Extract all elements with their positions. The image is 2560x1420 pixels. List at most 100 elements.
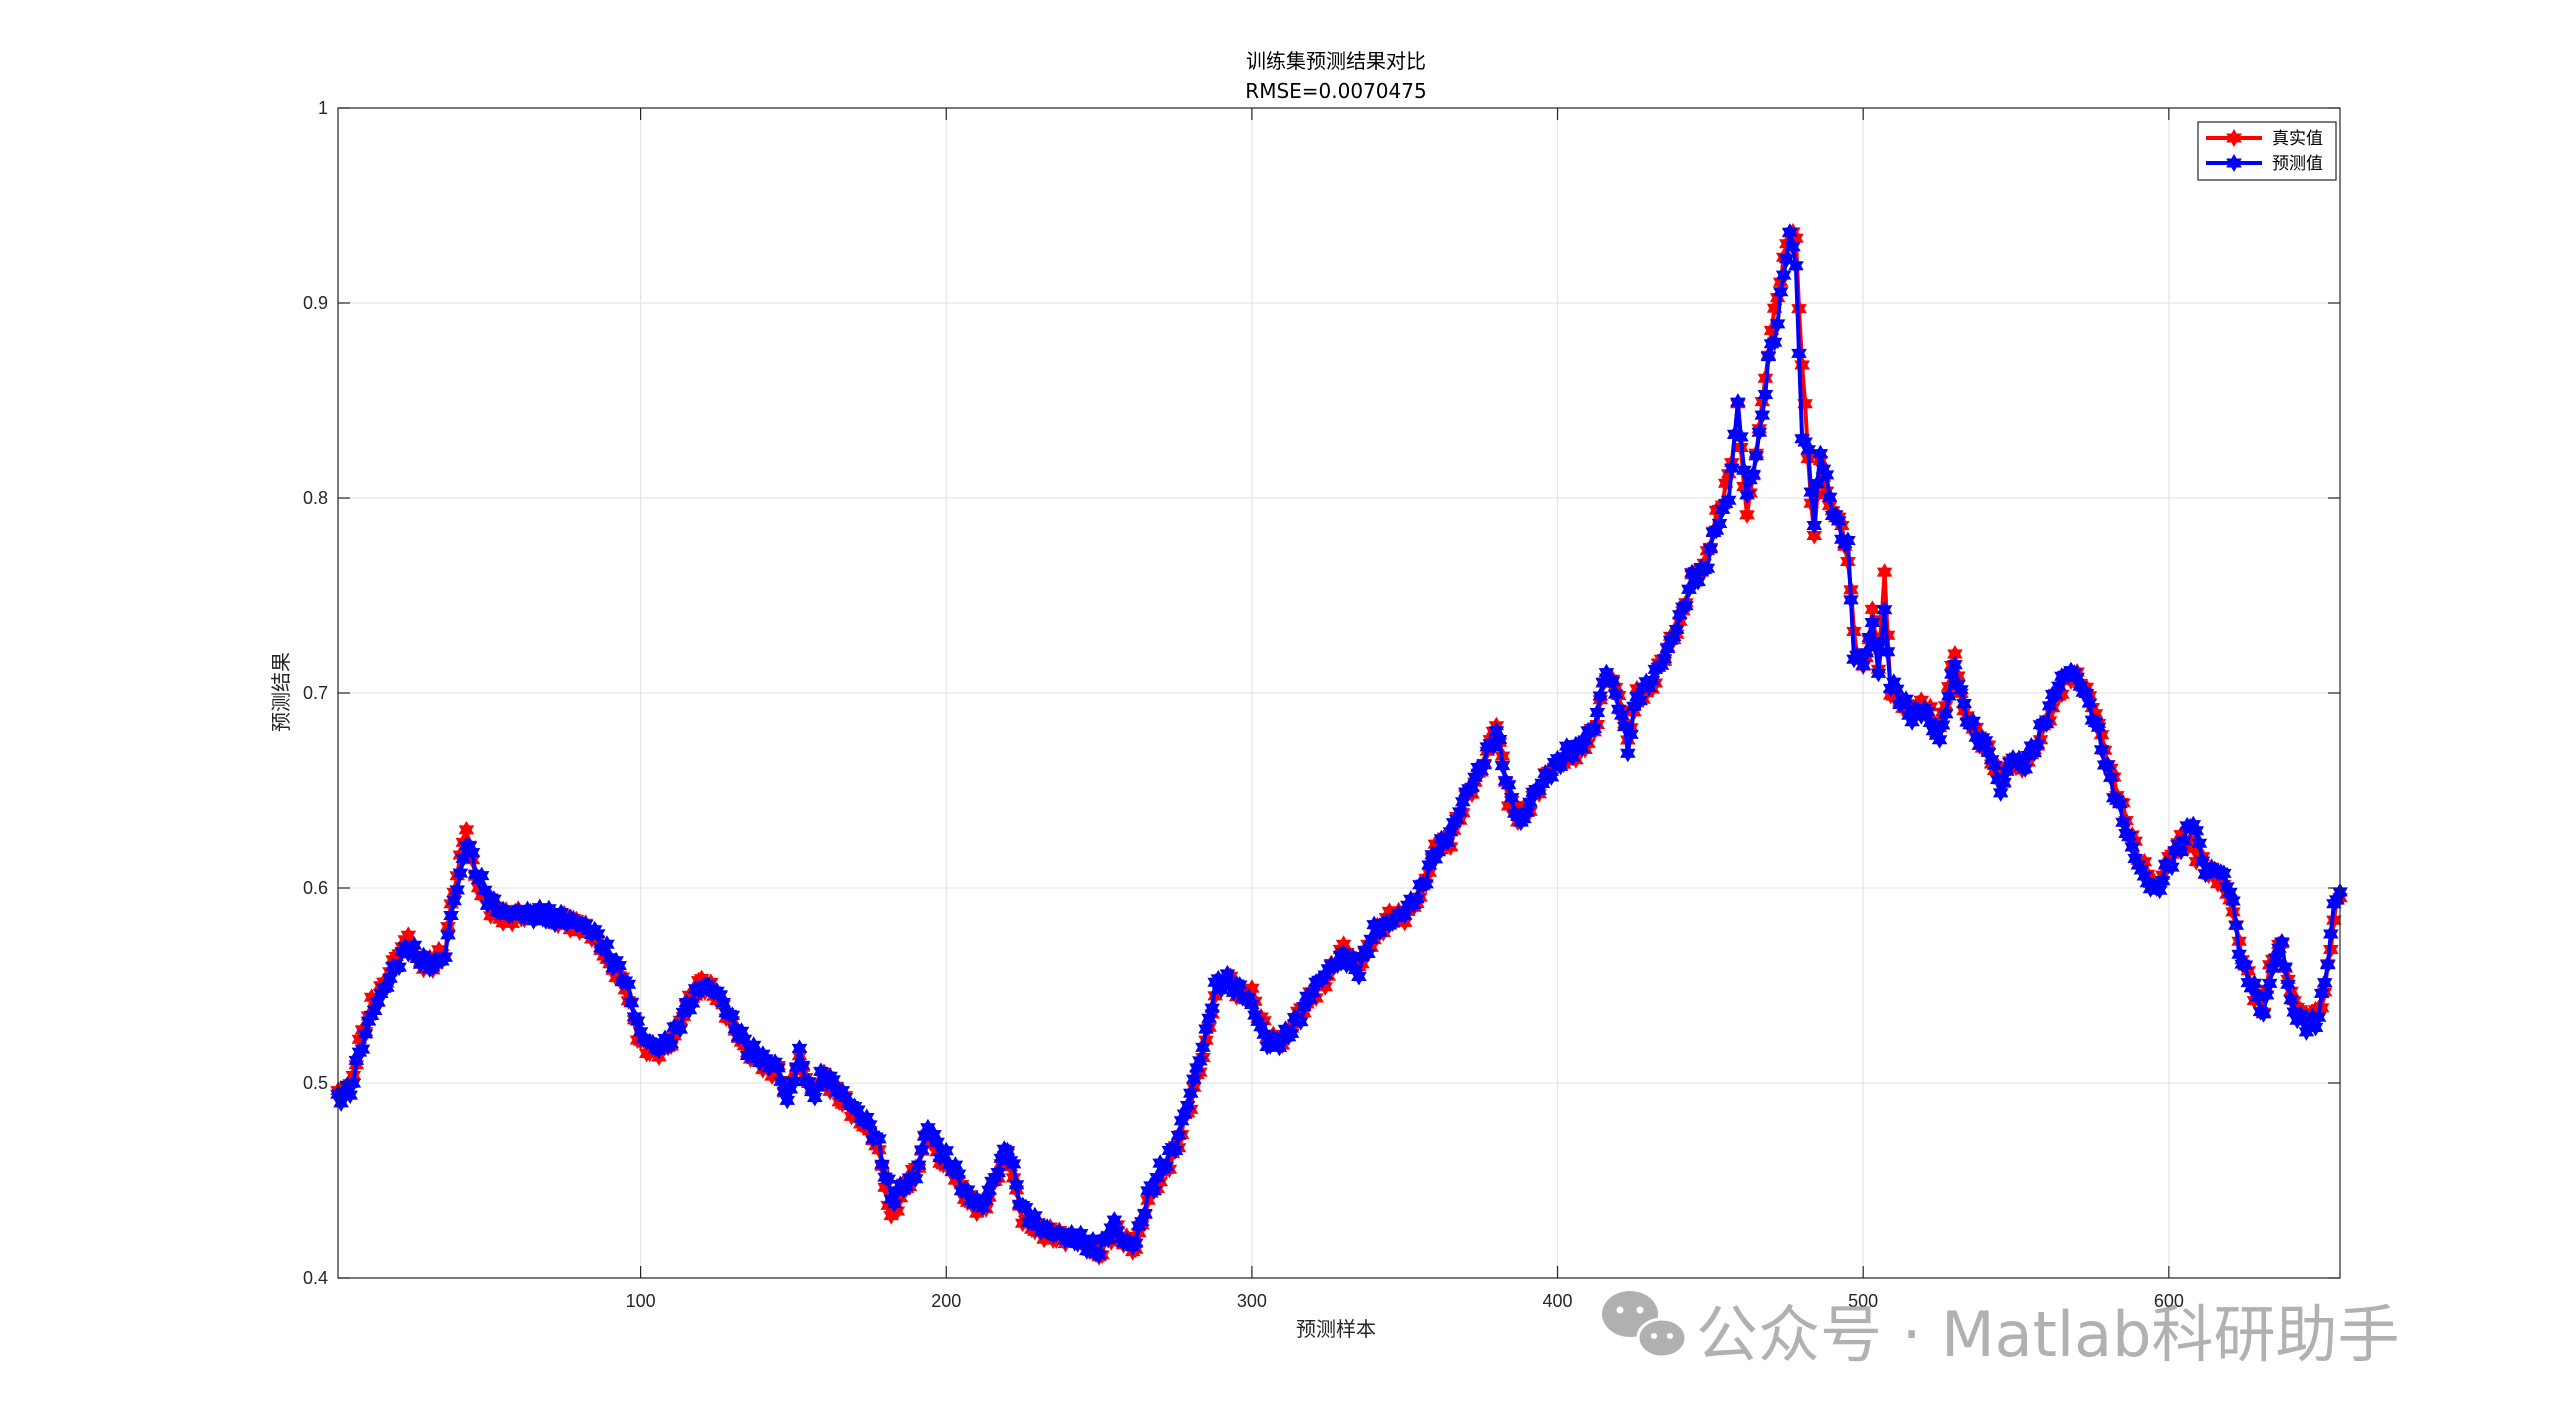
data-point <box>1953 680 1969 699</box>
data-point <box>1430 842 1447 861</box>
x-tick-label: 500 <box>1848 1291 1878 1311</box>
data-point <box>880 1170 896 1189</box>
data-point <box>2310 1008 2327 1027</box>
data-point <box>1543 767 1560 786</box>
data-point <box>2225 892 2241 910</box>
y-tick-label: 1 <box>318 98 328 118</box>
data-point <box>770 1058 786 1077</box>
data-point <box>1195 1038 1211 1057</box>
watermark-text: 公众号 · Matlab科研助手 <box>1696 1298 2400 1371</box>
data-point <box>2017 759 2033 778</box>
x-tick-label: 300 <box>1237 1291 1267 1311</box>
data-point <box>1821 488 1838 507</box>
data-point <box>1418 874 1434 893</box>
data-point <box>724 1006 741 1025</box>
data-point <box>1491 730 1508 749</box>
data-point <box>2237 956 2253 974</box>
data-point <box>907 1169 924 1188</box>
data-point <box>1620 744 1636 763</box>
data-point <box>1231 976 1248 994</box>
data-point <box>406 936 423 955</box>
data-point <box>443 906 459 925</box>
data-point <box>1091 1245 1107 1264</box>
data-point <box>2274 933 2290 951</box>
data-point <box>794 1056 811 1075</box>
data-point <box>1720 491 1737 510</box>
data-point <box>1192 1051 1208 1070</box>
data-point <box>1889 680 1905 699</box>
data-point <box>345 1074 362 1093</box>
data-point <box>2228 916 2244 935</box>
data-point <box>1864 613 1881 632</box>
series-markers <box>330 223 2348 1264</box>
data-point <box>1879 642 1896 661</box>
legend-star <box>2226 129 2242 147</box>
data-point <box>1876 600 1893 619</box>
data-point <box>1757 385 1774 404</box>
data-point <box>1170 1126 1187 1145</box>
data-point <box>2261 974 2278 993</box>
data-point <box>1179 1096 1196 1115</box>
data-point <box>825 1070 841 1089</box>
data-point <box>1782 223 1798 242</box>
data-point <box>684 994 701 1012</box>
data-point <box>862 1115 878 1134</box>
data-point <box>1931 730 1948 749</box>
data-point <box>2320 955 2336 974</box>
wechat-icon <box>1602 1291 1688 1359</box>
data-point <box>663 1034 679 1053</box>
data-point <box>623 993 640 1012</box>
legend-label-pred: 预测值 <box>2272 154 2323 174</box>
data-point <box>2103 768 2119 787</box>
legend-marker-pred <box>2226 154 2242 172</box>
ticks: 100 200 300 400 500 600 0.4 0.5 0.6 0.7 0.8 0.9 1 <box>303 98 2340 1311</box>
data-point <box>452 864 469 883</box>
data-point <box>2283 990 2299 1009</box>
data-point <box>1409 889 1425 908</box>
data-point <box>2099 756 2116 774</box>
data-point <box>1751 423 1768 442</box>
data-point <box>871 1129 887 1148</box>
data-point <box>458 820 475 839</box>
data-point <box>1592 687 1609 705</box>
data-point <box>1754 406 1771 425</box>
data-point <box>1965 712 1981 731</box>
legend-box <box>2197 121 2337 181</box>
data-point <box>620 975 637 994</box>
data-point <box>2090 718 2107 737</box>
y-tick-label: 0.9 <box>303 293 328 313</box>
data-point <box>2164 858 2180 877</box>
chart-subtitle: RMSE=0.0070475 <box>1245 79 1426 103</box>
data-point <box>1127 1234 1144 1252</box>
data-point <box>2277 958 2293 976</box>
data-point <box>2191 834 2208 853</box>
data-point <box>990 1163 1006 1182</box>
data-point <box>1589 703 1606 722</box>
data-point <box>1293 1012 1309 1031</box>
x-tick-label: 200 <box>931 1291 961 1311</box>
data-point <box>950 1165 967 1184</box>
data-point <box>599 935 615 954</box>
data-point <box>354 1040 371 1059</box>
data-point <box>1947 645 1963 663</box>
data-point <box>1791 344 1807 363</box>
data-point <box>1745 465 1761 484</box>
data-point <box>1730 393 1746 412</box>
data-point <box>2316 973 2333 992</box>
data-point <box>2093 740 2110 759</box>
data-point <box>1947 655 1963 674</box>
y-axis-label: 预测结果 <box>269 652 293 732</box>
legend-marker-true <box>2226 129 2242 147</box>
data-point <box>473 866 490 885</box>
data-point <box>2176 831 2192 850</box>
data-point <box>1748 446 1764 465</box>
data-point <box>1830 511 1847 530</box>
data-point <box>1137 1204 1153 1223</box>
data-point <box>1500 775 1517 794</box>
data-point <box>440 925 456 944</box>
data-point <box>1632 691 1648 710</box>
x-tick-label: 600 <box>2154 1291 2184 1311</box>
data-point <box>1769 314 1786 333</box>
data-point <box>1360 944 1376 963</box>
